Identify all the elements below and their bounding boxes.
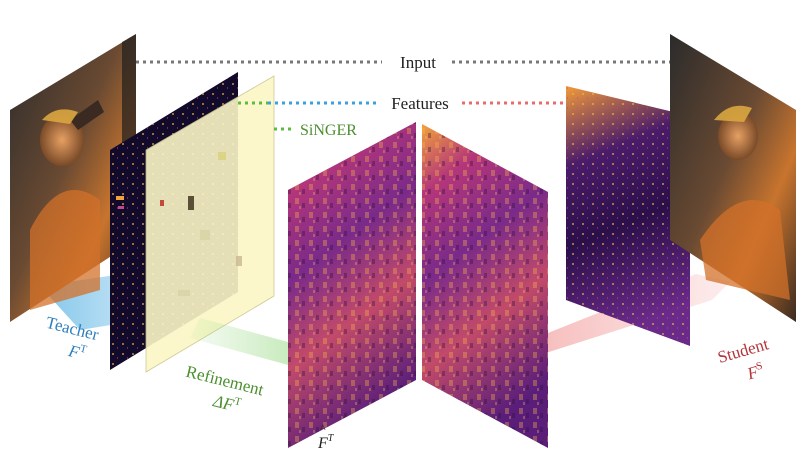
refined-symbol: ^ FT [317,421,335,452]
refinement-label: Refinement ΔFT [184,362,266,416]
student-label: Student FS [715,334,770,384]
singer-legend-label: SiNGER [300,122,357,139]
student-symbol: FS [744,360,766,384]
refined-teacher-feature [288,122,416,448]
refined-accent: ^ [320,421,326,435]
student-feature-map [566,86,690,346]
input-image-right [670,34,796,322]
features-legend-label: Features [391,94,449,113]
refined-symbol-text: FT [317,433,335,452]
refinement-symbol: ΔFT [210,390,242,416]
refined-student-feature [422,124,548,448]
input-legend-label: Input [400,53,436,72]
teacher-symbol: FT [66,340,89,364]
student-name: Student [715,334,770,367]
refinement-map [145,75,275,373]
